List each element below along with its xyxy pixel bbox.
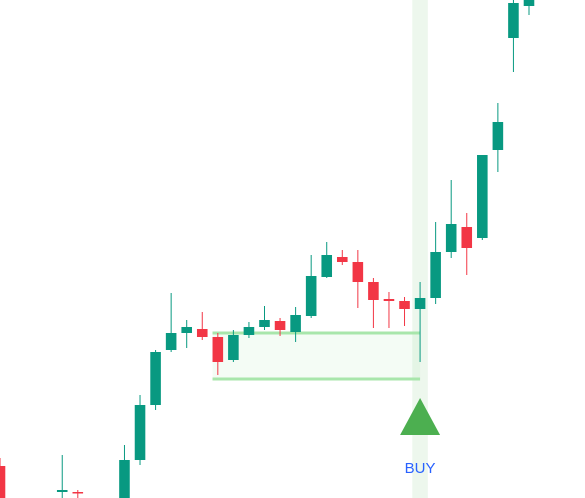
candle-body [523, 0, 535, 6]
candle-body [477, 155, 488, 238]
zone-fill [212, 333, 421, 379]
signal-band [412, 0, 428, 498]
candle-body [196, 329, 208, 337]
candle-body [274, 321, 286, 330]
candle-body [368, 282, 379, 300]
candle-body [134, 405, 146, 460]
buy-marker [400, 398, 441, 435]
candle-body [119, 460, 130, 498]
candle-body [290, 315, 301, 332]
candle-body [259, 320, 270, 327]
candle-body [228, 335, 239, 360]
candle-body [0, 466, 6, 498]
candle-body [321, 255, 333, 277]
candle-body [56, 490, 68, 492]
signal-label: BUY [405, 460, 436, 477]
candle-body [352, 262, 364, 282]
candle-body [181, 327, 192, 333]
candle-body [508, 3, 519, 38]
candle-body [430, 252, 441, 298]
candle-body [383, 299, 395, 301]
candle-body [336, 257, 348, 262]
candle-body [305, 276, 317, 316]
candle-body [150, 352, 161, 405]
candle-body [492, 122, 504, 150]
candle-body [445, 224, 457, 252]
candle-body [72, 492, 84, 494]
candle-body [165, 333, 177, 350]
candle-body [461, 227, 473, 248]
candle-body [414, 298, 426, 309]
candle-body [243, 327, 255, 335]
candle-body [399, 301, 410, 309]
candle-body [212, 337, 224, 362]
